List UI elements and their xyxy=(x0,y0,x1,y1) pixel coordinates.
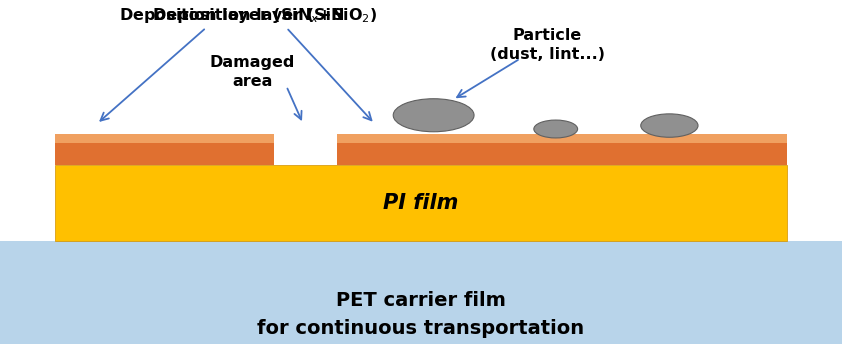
Ellipse shape xyxy=(534,120,578,138)
Text: Particle
(dust, lint...): Particle (dust, lint...) xyxy=(490,28,605,62)
Bar xyxy=(55,165,787,241)
Text: for continuous transportation: for continuous transportation xyxy=(258,319,584,338)
Bar xyxy=(55,134,274,143)
Text: Damaged
area: Damaged area xyxy=(210,55,296,89)
Bar xyxy=(55,134,274,165)
Bar xyxy=(337,134,787,143)
Text: Deposition layer (SiN: Deposition layer (SiN xyxy=(152,8,344,23)
Text: Deposition layer (SiN$_x$+SiO$_2$): Deposition layer (SiN$_x$+SiO$_2$) xyxy=(120,6,377,25)
Bar xyxy=(0,241,842,344)
Text: PI film: PI film xyxy=(383,193,459,213)
Bar xyxy=(337,134,787,165)
Ellipse shape xyxy=(393,99,474,132)
Ellipse shape xyxy=(641,114,698,137)
Text: PET carrier film: PET carrier film xyxy=(336,291,506,310)
